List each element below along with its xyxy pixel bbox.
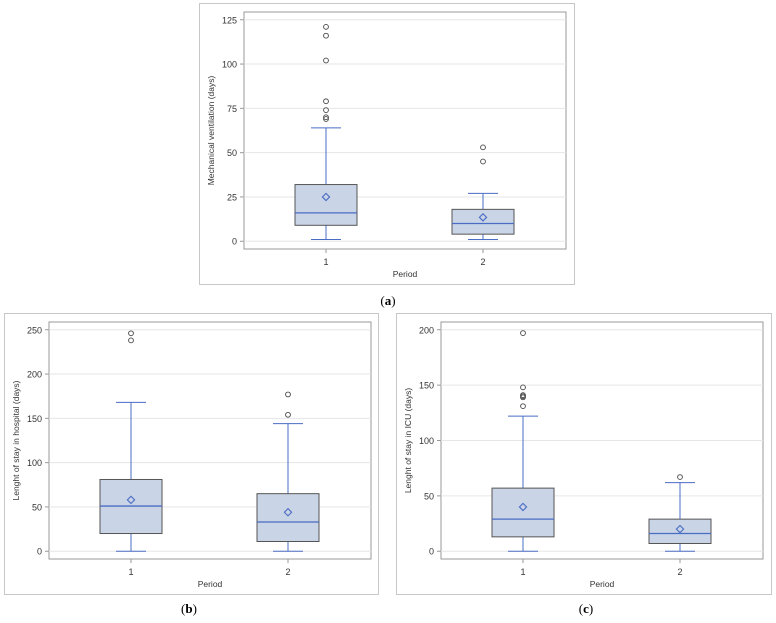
outlier-point xyxy=(323,116,329,122)
y-tick-label: 200 xyxy=(419,325,434,335)
outlier-point xyxy=(480,158,486,165)
boxplot-b: 0 50 100 150 200 250 Lenght of stay in hospita… xyxy=(11,321,372,589)
y-tick-label: 125 xyxy=(222,15,237,25)
y-tick-label: 150 xyxy=(27,414,42,424)
chart-panel-a: 0 25 50 75 100 125 Mechanical ventilation (day… xyxy=(199,3,575,285)
y-tick-label: 25 xyxy=(227,192,237,202)
caption-c: (c) xyxy=(578,601,594,616)
outlier-point xyxy=(323,98,329,105)
iqr-box xyxy=(294,184,358,226)
outlier-point xyxy=(520,384,526,391)
box-group-period-1 xyxy=(491,330,555,552)
outlier-point xyxy=(677,474,683,480)
y-tick-label: 100 xyxy=(222,60,237,70)
y-tick-label: 0 xyxy=(37,547,42,557)
boxplot-a: 0 25 50 75 100 125 Mechanical ventilation (day… xyxy=(206,11,567,279)
iqr-box xyxy=(256,493,320,543)
x-tick-label: 2 xyxy=(480,257,485,267)
x-axis-label: Period xyxy=(393,269,418,279)
chart-panel-c: 0 50 100 150 200 Lenght of stay in ICU (days)… xyxy=(396,313,772,595)
outlier-point xyxy=(323,107,329,113)
outlier-point xyxy=(128,330,134,337)
box-group-period-1 xyxy=(99,330,163,552)
mean-marker xyxy=(283,507,293,517)
y-tick-label: 75 xyxy=(227,104,237,114)
plot-area xyxy=(243,11,567,250)
outlier-point xyxy=(520,392,526,398)
outlier-point xyxy=(323,23,329,30)
x-tick-label: 1 xyxy=(520,567,525,577)
mean-marker xyxy=(321,192,331,202)
box-group-period-1 xyxy=(294,23,358,240)
y-tick-label: 50 xyxy=(424,491,434,501)
x-axis-label: Period xyxy=(198,579,223,589)
caption-b: (b) xyxy=(181,601,197,616)
mean-marker xyxy=(675,524,685,534)
y-tick-label: 50 xyxy=(227,148,237,158)
outlier-point xyxy=(520,330,526,336)
y-axis-label: Mechanical ventilation (days) xyxy=(206,76,216,186)
mean-marker xyxy=(126,495,136,505)
y-tick-label: 0 xyxy=(232,237,237,247)
chart-panel-b: 0 50 100 150 200 250 Lenght of stay in hospita… xyxy=(4,313,379,595)
outlier-point xyxy=(323,114,329,121)
mean-marker xyxy=(478,212,488,222)
box-group-period-2 xyxy=(256,391,320,552)
x-axis-label: Period xyxy=(590,579,615,589)
outlier-point xyxy=(480,144,486,151)
box-group-period-2 xyxy=(451,144,515,240)
outlier-point xyxy=(323,57,329,64)
y-tick-label: 100 xyxy=(419,436,434,446)
boxplot-c: 0 50 100 150 200 Lenght of stay in ICU (days)… xyxy=(403,321,764,589)
y-tick-label: 0 xyxy=(429,547,434,557)
y-tick-label: 100 xyxy=(27,458,42,468)
outlier-point xyxy=(520,403,526,410)
x-tick-label: 2 xyxy=(677,567,682,577)
caption-a: (a) xyxy=(380,293,396,308)
outlier-point xyxy=(323,32,329,39)
y-tick-label: 200 xyxy=(27,370,42,380)
x-tick-label: 2 xyxy=(285,567,290,577)
iqr-box xyxy=(648,518,712,544)
outlier-point xyxy=(128,337,134,344)
y-axis-label: Lenght of stay in ICU (days) xyxy=(403,388,413,494)
outlier-point xyxy=(285,391,291,398)
mean-marker xyxy=(518,502,528,512)
x-tick-label: 1 xyxy=(323,257,328,267)
outlier-point xyxy=(285,411,291,418)
y-tick-label: 250 xyxy=(27,325,42,335)
plot-area xyxy=(48,321,372,560)
iqr-box xyxy=(491,487,555,538)
y-tick-label: 50 xyxy=(32,502,42,512)
y-tick-label: 150 xyxy=(419,381,434,391)
box-group-period-2 xyxy=(648,474,712,552)
x-tick-label: 1 xyxy=(128,567,133,577)
y-axis-label: Lenght of stay in hospital (days) xyxy=(11,380,21,500)
